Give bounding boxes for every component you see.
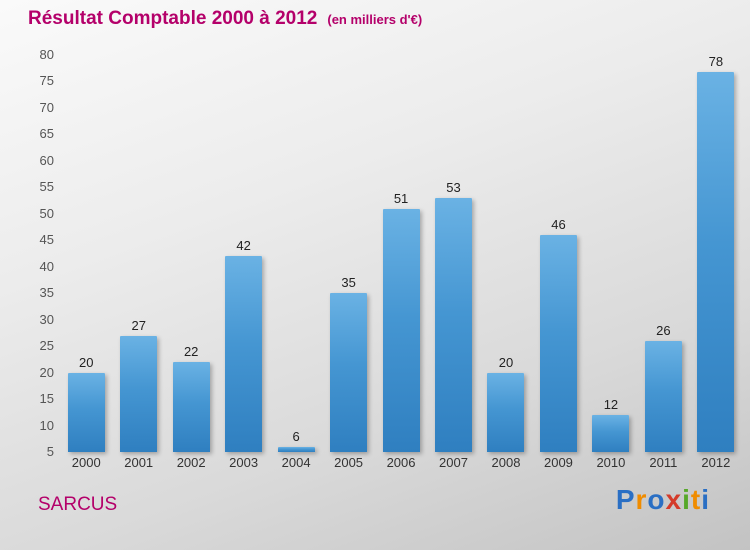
x-tick-label: 2004: [281, 455, 311, 470]
y-tick-label: 75: [39, 73, 54, 89]
y-tick-label: 70: [39, 99, 54, 115]
y-tick-label: 45: [39, 232, 54, 248]
bar: [435, 198, 473, 452]
bar-slot: 51: [375, 55, 427, 452]
bar-slot: 42: [217, 55, 269, 452]
bar-slot: 46: [532, 55, 584, 452]
brand-letter: r: [635, 484, 648, 515]
y-tick-label: 10: [39, 417, 54, 433]
brand-letter: P: [615, 484, 636, 515]
x-tick-label: 2007: [439, 455, 468, 470]
brand-letter: i: [701, 484, 710, 515]
bar-value-label: 6: [292, 429, 300, 444]
x-axis: 2000 2001 2002 2003 2004 2005 2006 2007 2008 2009…: [60, 455, 742, 470]
bar-value-label: 53: [446, 180, 461, 195]
bar: [487, 373, 525, 452]
x-tick-label: 2009: [543, 455, 573, 470]
y-tick-label: 5: [46, 444, 54, 459]
bar-value-label: 78: [708, 54, 724, 69]
x-tick-label: 2005: [334, 455, 364, 470]
bar-value-label: 22: [183, 344, 199, 359]
x-tick-label: 2001: [124, 455, 154, 470]
y-tick-label: 25: [39, 338, 54, 354]
bar-value-label: 27: [131, 318, 146, 333]
bar-slot: 6: [270, 55, 322, 452]
brand-letter: o: [647, 484, 666, 515]
y-tick-label: 15: [39, 391, 54, 407]
bar-value-label: 42: [236, 238, 251, 253]
bar-value-label: 20: [498, 355, 514, 370]
bar-value-label: 20: [79, 355, 94, 370]
chart-header: Résultat Comptable 2000 à 2012 (en milli…: [28, 8, 422, 30]
bar-slot: 22: [165, 55, 217, 452]
bar-slot: 26: [637, 55, 689, 452]
bar: [172, 362, 210, 452]
y-tick-label: 30: [39, 311, 54, 327]
bar: [539, 235, 577, 452]
chart-subtitle: (en milliers d'€): [327, 12, 423, 27]
bar: [120, 336, 158, 452]
y-axis: 5 10 15 20 25 30 35 40 45 50 55 60 65 70 75 80: [18, 48, 54, 459]
x-tick-label: 2010: [596, 455, 626, 470]
bar-slot: 78: [690, 55, 742, 452]
bar-value-label: 51: [393, 191, 409, 206]
bar: [225, 256, 263, 452]
y-tick-label: 35: [39, 285, 54, 301]
bar-slot: 20: [480, 55, 532, 452]
x-tick-label: 2000: [71, 455, 101, 470]
company-name: SARCUS: [38, 494, 118, 515]
bar-slot: 35: [322, 55, 374, 452]
brand-letter: i: [682, 484, 691, 515]
brand-letter: x: [665, 484, 683, 515]
y-tick-label: 60: [39, 152, 54, 168]
bar: [277, 447, 315, 452]
bar-slot: 12: [585, 55, 637, 452]
x-tick-label: 2002: [176, 455, 206, 470]
y-tick-label: 55: [39, 179, 54, 195]
bar: [330, 293, 368, 452]
x-tick-label: 2003: [229, 455, 259, 470]
bar-slot: 27: [112, 55, 164, 452]
x-tick-label: 2012: [701, 455, 731, 470]
bar-value-label: 26: [656, 323, 671, 338]
bar: [644, 341, 682, 452]
bar: [592, 415, 630, 452]
bar-value-label: 46: [551, 217, 566, 232]
brand-logo: Proxiti: [616, 484, 710, 516]
y-tick-label: 40: [39, 258, 54, 274]
x-tick-label: 2006: [386, 455, 416, 470]
bar-slot: 53: [427, 55, 479, 452]
bar: [382, 209, 420, 452]
plot-area: 20 27 22 42 6 35 51 53 20 46 12 26 78: [60, 55, 742, 452]
y-tick-label: 65: [39, 126, 54, 142]
y-tick-label: 80: [39, 47, 54, 62]
bar-value-label: 35: [341, 275, 356, 290]
x-tick-label: 2008: [491, 455, 521, 470]
y-tick-label: 20: [39, 364, 54, 380]
y-tick-label: 50: [39, 205, 54, 221]
chart-title: Résultat Comptable 2000 à 2012: [28, 8, 318, 29]
bar-value-label: 12: [603, 397, 619, 412]
bar: [697, 72, 735, 452]
bar-slot: 20: [60, 55, 112, 452]
x-tick-label: 2011: [649, 455, 678, 470]
brand-letter: t: [690, 484, 702, 515]
bar: [67, 373, 105, 452]
